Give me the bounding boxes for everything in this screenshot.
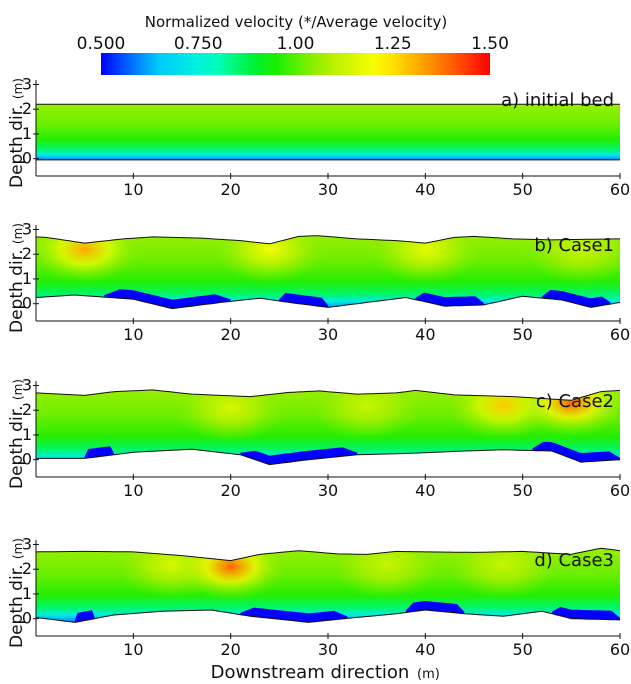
y-tick-label: 3 xyxy=(22,219,32,238)
bed-line xyxy=(35,609,621,623)
panel-b: 0 1 2 3 10 20 30 40 50 60 Depth dir. (m) b) Case1 xyxy=(7,219,630,344)
x-tick-label: 40 xyxy=(415,640,435,659)
panel-c: 0 1 2 3 10 20 30 40 50 60 Depth dir. (m) c) Case2 xyxy=(7,375,630,500)
bed-low-velocity-zone xyxy=(551,606,620,621)
x-tick-label: 40 xyxy=(415,325,435,344)
panel-label: a) initial bed xyxy=(501,90,614,111)
velocity-hotspot xyxy=(175,548,286,601)
x-tick-label: 20 xyxy=(220,481,240,500)
y-tick-label: 2 xyxy=(22,244,32,263)
y-axis-label: Depth dir. (m) xyxy=(7,379,27,489)
y-tick-label: 1 xyxy=(22,124,32,143)
x-tick-label: 30 xyxy=(318,180,338,199)
velocity-hotspot xyxy=(311,389,422,440)
x-axis-title: Downstream direction (m) xyxy=(211,662,440,683)
bed-line xyxy=(36,448,621,466)
y-tick-label: 2 xyxy=(22,559,32,578)
x-tick-label: 40 xyxy=(415,180,435,199)
y-axis-label: Depth dir. (m) xyxy=(7,223,27,333)
velocity-hotspot xyxy=(175,389,286,442)
velocity-hotspot xyxy=(516,389,620,437)
x-tick-label: 50 xyxy=(512,640,532,659)
velocity-hotspot xyxy=(448,548,559,599)
y-tick-label: 0 xyxy=(22,450,32,469)
bed-low-velocity-zone xyxy=(542,289,611,309)
x-tick-label: 20 xyxy=(220,180,240,199)
panel-label: c) Case2 xyxy=(536,391,614,412)
x-tick-label: 40 xyxy=(415,481,435,500)
velocity-field xyxy=(36,235,620,309)
panel-label: d) Case3 xyxy=(534,550,614,571)
y-tick-label: 2 xyxy=(22,400,32,419)
velocity-hotspot xyxy=(526,235,620,284)
y-tick-label: 1 xyxy=(22,584,32,603)
y-axis-label: Depth dir. (m) xyxy=(7,78,27,188)
x-tick-label: 10 xyxy=(123,180,143,199)
x-axis-unit: (m) xyxy=(417,667,440,682)
bed-low-velocity-zone xyxy=(240,447,358,465)
y-tick-label: 3 xyxy=(22,74,32,93)
water-surface-line xyxy=(35,235,620,245)
x-axis-label: Downstream direction xyxy=(211,662,410,683)
y-axis-label: Depth dir. (m) xyxy=(7,538,27,648)
bed-low-velocity-zone xyxy=(279,292,328,309)
y-tick-label: 3 xyxy=(22,534,32,553)
x-tick-label: 50 xyxy=(512,180,532,199)
colorbar-title: Normalized velocity (*/Average velocity) xyxy=(145,13,447,31)
panel-a: 0 1 2 3 10 20 30 40 50 60 Depth dir. (m) a) initial… xyxy=(7,74,630,199)
colorbar-tick-label: 0.500 xyxy=(77,34,126,54)
x-tick-label: 30 xyxy=(318,325,338,344)
x-tick-label: 10 xyxy=(123,481,143,500)
velocity-field xyxy=(36,104,620,160)
colorbar-tick-label: 1.50 xyxy=(471,34,509,54)
colorbar: Normalized velocity (*/Average velocity)… xyxy=(77,13,509,75)
bed-line xyxy=(35,294,621,310)
y-tick-label: 1 xyxy=(22,269,32,288)
y-tick-label: 0 xyxy=(22,294,32,313)
y-tick-label: 2 xyxy=(22,99,32,118)
colorbar-tick-label: 1.00 xyxy=(277,34,315,54)
velocity-hotspot xyxy=(331,548,442,599)
bed-low-velocity-zone xyxy=(532,441,620,463)
colorbar-tick-label: 1.25 xyxy=(374,34,412,54)
x-tick-label: 60 xyxy=(610,640,630,659)
water-surface-line xyxy=(35,547,621,562)
velocity-field xyxy=(36,548,620,623)
x-tick-label: 10 xyxy=(123,325,143,344)
x-tick-label: 20 xyxy=(220,640,240,659)
y-tick-label: 0 xyxy=(22,149,32,168)
x-tick-label: 60 xyxy=(610,180,630,199)
bed-low-velocity-zone xyxy=(240,607,348,623)
x-tick-label: 20 xyxy=(220,325,240,344)
panel-d: 0 1 2 3 10 20 30 40 50 60 Depth dir. (m) d) Case3 xyxy=(7,534,630,659)
x-tick-label: 30 xyxy=(318,640,338,659)
velocity-base-layer xyxy=(36,104,620,160)
velocity-hotspot xyxy=(370,235,481,284)
water-surface-line xyxy=(35,389,621,401)
y-tick-label: 3 xyxy=(22,375,32,394)
x-tick-label: 10 xyxy=(123,640,143,659)
panel-label: b) Case1 xyxy=(534,235,614,256)
colorbar-gradient xyxy=(101,53,490,75)
velocity-hotspot xyxy=(214,235,325,284)
x-tick-label: 60 xyxy=(610,325,630,344)
x-tick-label: 50 xyxy=(512,325,532,344)
x-tick-label: 30 xyxy=(318,481,338,500)
y-tick-label: 1 xyxy=(22,425,32,444)
x-tick-label: 60 xyxy=(610,481,630,500)
velocity-hotspot xyxy=(36,235,140,284)
x-tick-label: 50 xyxy=(512,481,532,500)
y-tick-label: 0 xyxy=(22,609,32,628)
bed-low-velocity-zone xyxy=(104,289,231,309)
colorbar-tick-label: 0.750 xyxy=(174,34,223,54)
velocity-field xyxy=(36,389,620,465)
